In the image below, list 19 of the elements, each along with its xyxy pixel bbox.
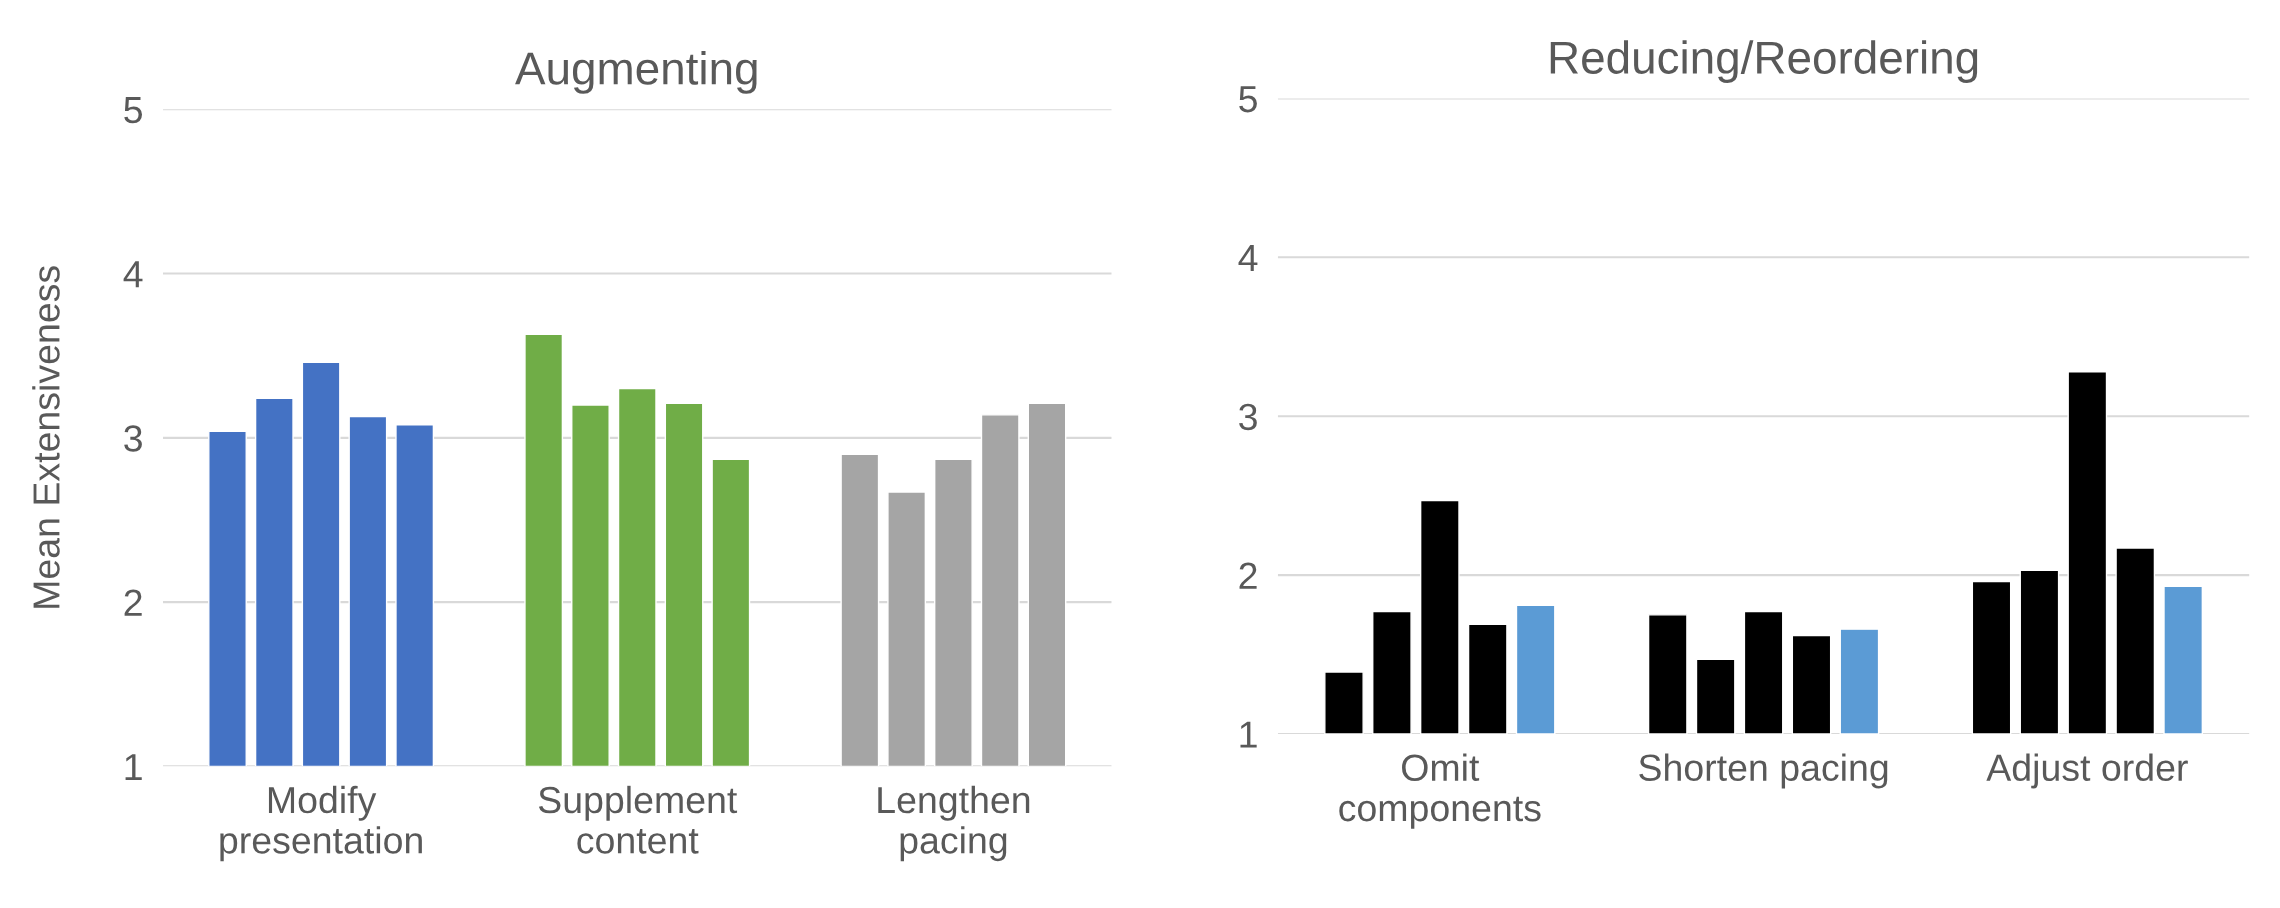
chart-title: Augmenting <box>515 51 757 94</box>
y-tick-label: 3 <box>1239 403 1257 431</box>
x-tick-label: Adjust order <box>1986 753 2188 789</box>
y-tick-label: 1 <box>1240 721 1257 748</box>
y-axis-title: Mean Extensiveness <box>32 266 60 608</box>
y-tick-label: 3 <box>124 425 142 452</box>
chart-title: Reducing/Reordering <box>1550 40 1978 83</box>
y-tick-label: 1 <box>125 754 142 780</box>
y-tick-label: 2 <box>1239 562 1257 589</box>
y-tick-label: 2 <box>124 589 142 616</box>
y-tick-label: 4 <box>123 261 143 288</box>
y-tick-label: 4 <box>1238 245 1258 271</box>
x-tick-label: Modify presentation <box>220 785 422 862</box>
x-tick-label: Shorten pacing <box>1639 753 1888 789</box>
x-tick-label: Omit components <box>1339 753 1541 829</box>
y-tick-label: 5 <box>1239 86 1257 113</box>
x-tick-label: Supplement content <box>538 785 738 854</box>
y-tick-label: 5 <box>124 97 143 124</box>
x-tick-label: Lengthen pacing <box>878 785 1030 862</box>
